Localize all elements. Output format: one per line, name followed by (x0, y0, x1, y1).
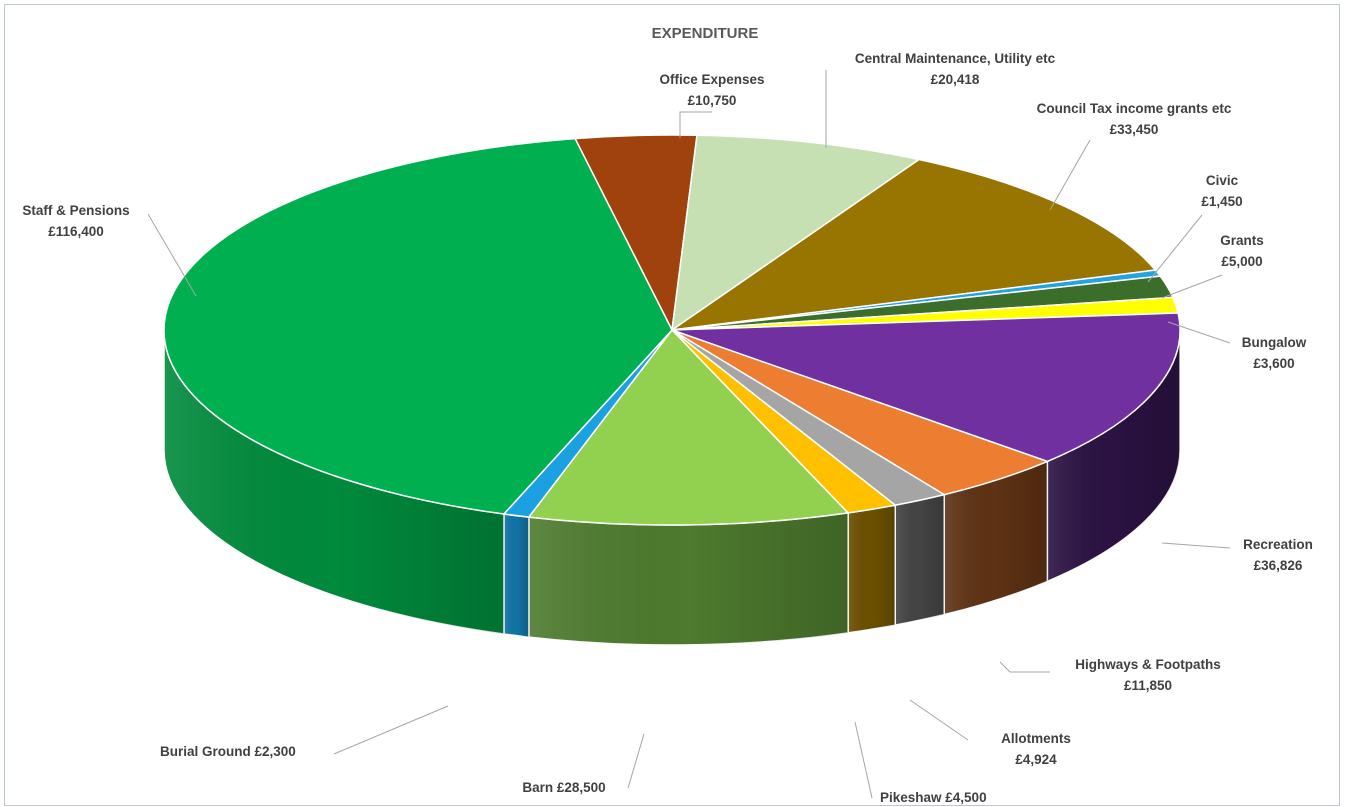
chart-title: EXPENDITURE (652, 25, 759, 42)
leader-line-highways (999, 661, 1050, 673)
slice-labels: Office Expenses £10,750 Central Maintenanc… (22, 51, 1313, 805)
slice-value-staff-pensions: £116,400 (48, 224, 104, 239)
pie-slice-staff-pensions (163, 137, 673, 515)
slice-value-allotments: £4,924 (1015, 752, 1057, 767)
pie-side-shade-highways-footpaths (944, 461, 1048, 615)
slice-label-allotments: Allotments (1001, 731, 1071, 746)
slice-value-civic: £1,450 (1201, 194, 1242, 209)
leader-line-bungalow (1167, 321, 1231, 344)
slice-label-civic: Civic (1206, 173, 1239, 188)
leader-line-staff-pensions (147, 213, 197, 297)
pie-side-shade-allotments (895, 494, 945, 626)
slice-label-highways: Highways & Footpaths (1075, 657, 1221, 672)
slice-value-bungalow: £3,600 (1253, 356, 1294, 371)
leader-line-civic (1147, 214, 1203, 283)
slice-value-recreation: £36,826 (1254, 558, 1303, 573)
pie-side-shade-staff-pensions (164, 330, 504, 635)
pie-slice-council-tax-income-grants-etc (671, 158, 1157, 331)
leader-line-grants (1161, 274, 1223, 299)
slice-value-council-tax: £33,450 (1110, 122, 1159, 137)
pie-tops (163, 134, 1181, 526)
slice-value-highways: £11,850 (1124, 678, 1172, 693)
slice-label-office-expenses: Office Expenses (659, 72, 764, 87)
slice-label-central-maintenance: Central Maintenance, Utility etc (855, 51, 1056, 66)
slice-value-central-maintenance: £20,418 (931, 72, 980, 87)
leader-line-allotments (909, 699, 969, 741)
leader-line-burial-ground (333, 705, 449, 755)
slice-label-burial-ground: Burial Ground £2,300 (160, 744, 296, 759)
pie-side-shade-burial-ground (503, 514, 529, 638)
leader-line-office-expenses (679, 111, 712, 138)
pie-slice-central-maintenance-utility-etc (671, 134, 921, 332)
pie-side-shade-pikeshaw (848, 505, 896, 633)
pie-side-shade-recreation (1047, 330, 1180, 582)
leader-line-recreation (1161, 542, 1231, 549)
pie-side-shade-barn (528, 512, 849, 645)
slice-value-grants: £5,000 (1221, 254, 1262, 269)
leader-lines (147, 70, 1231, 799)
slice-label-recreation: Recreation (1243, 537, 1313, 552)
pie-slice-barn (527, 328, 850, 526)
slice-label-pikeshaw: Pikeshaw £4,500 (880, 790, 987, 805)
slice-value-office-expenses: £10,750 (688, 93, 737, 108)
leader-line-barn (627, 733, 645, 789)
slice-label-grants: Grants (1220, 233, 1264, 248)
slice-label-council-tax: Council Tax income grants etc (1037, 101, 1232, 116)
slice-label-barn: Barn £28,500 (522, 780, 605, 795)
leader-line-council-tax (1049, 139, 1091, 211)
slice-label-bungalow: Bungalow (1242, 335, 1307, 350)
slice-label-staff-pensions: Staff & Pensions (22, 203, 129, 218)
leader-line-pikeshaw (854, 721, 873, 799)
pie-slice-recreation (671, 312, 1181, 463)
pie-sides (163, 329, 1181, 646)
